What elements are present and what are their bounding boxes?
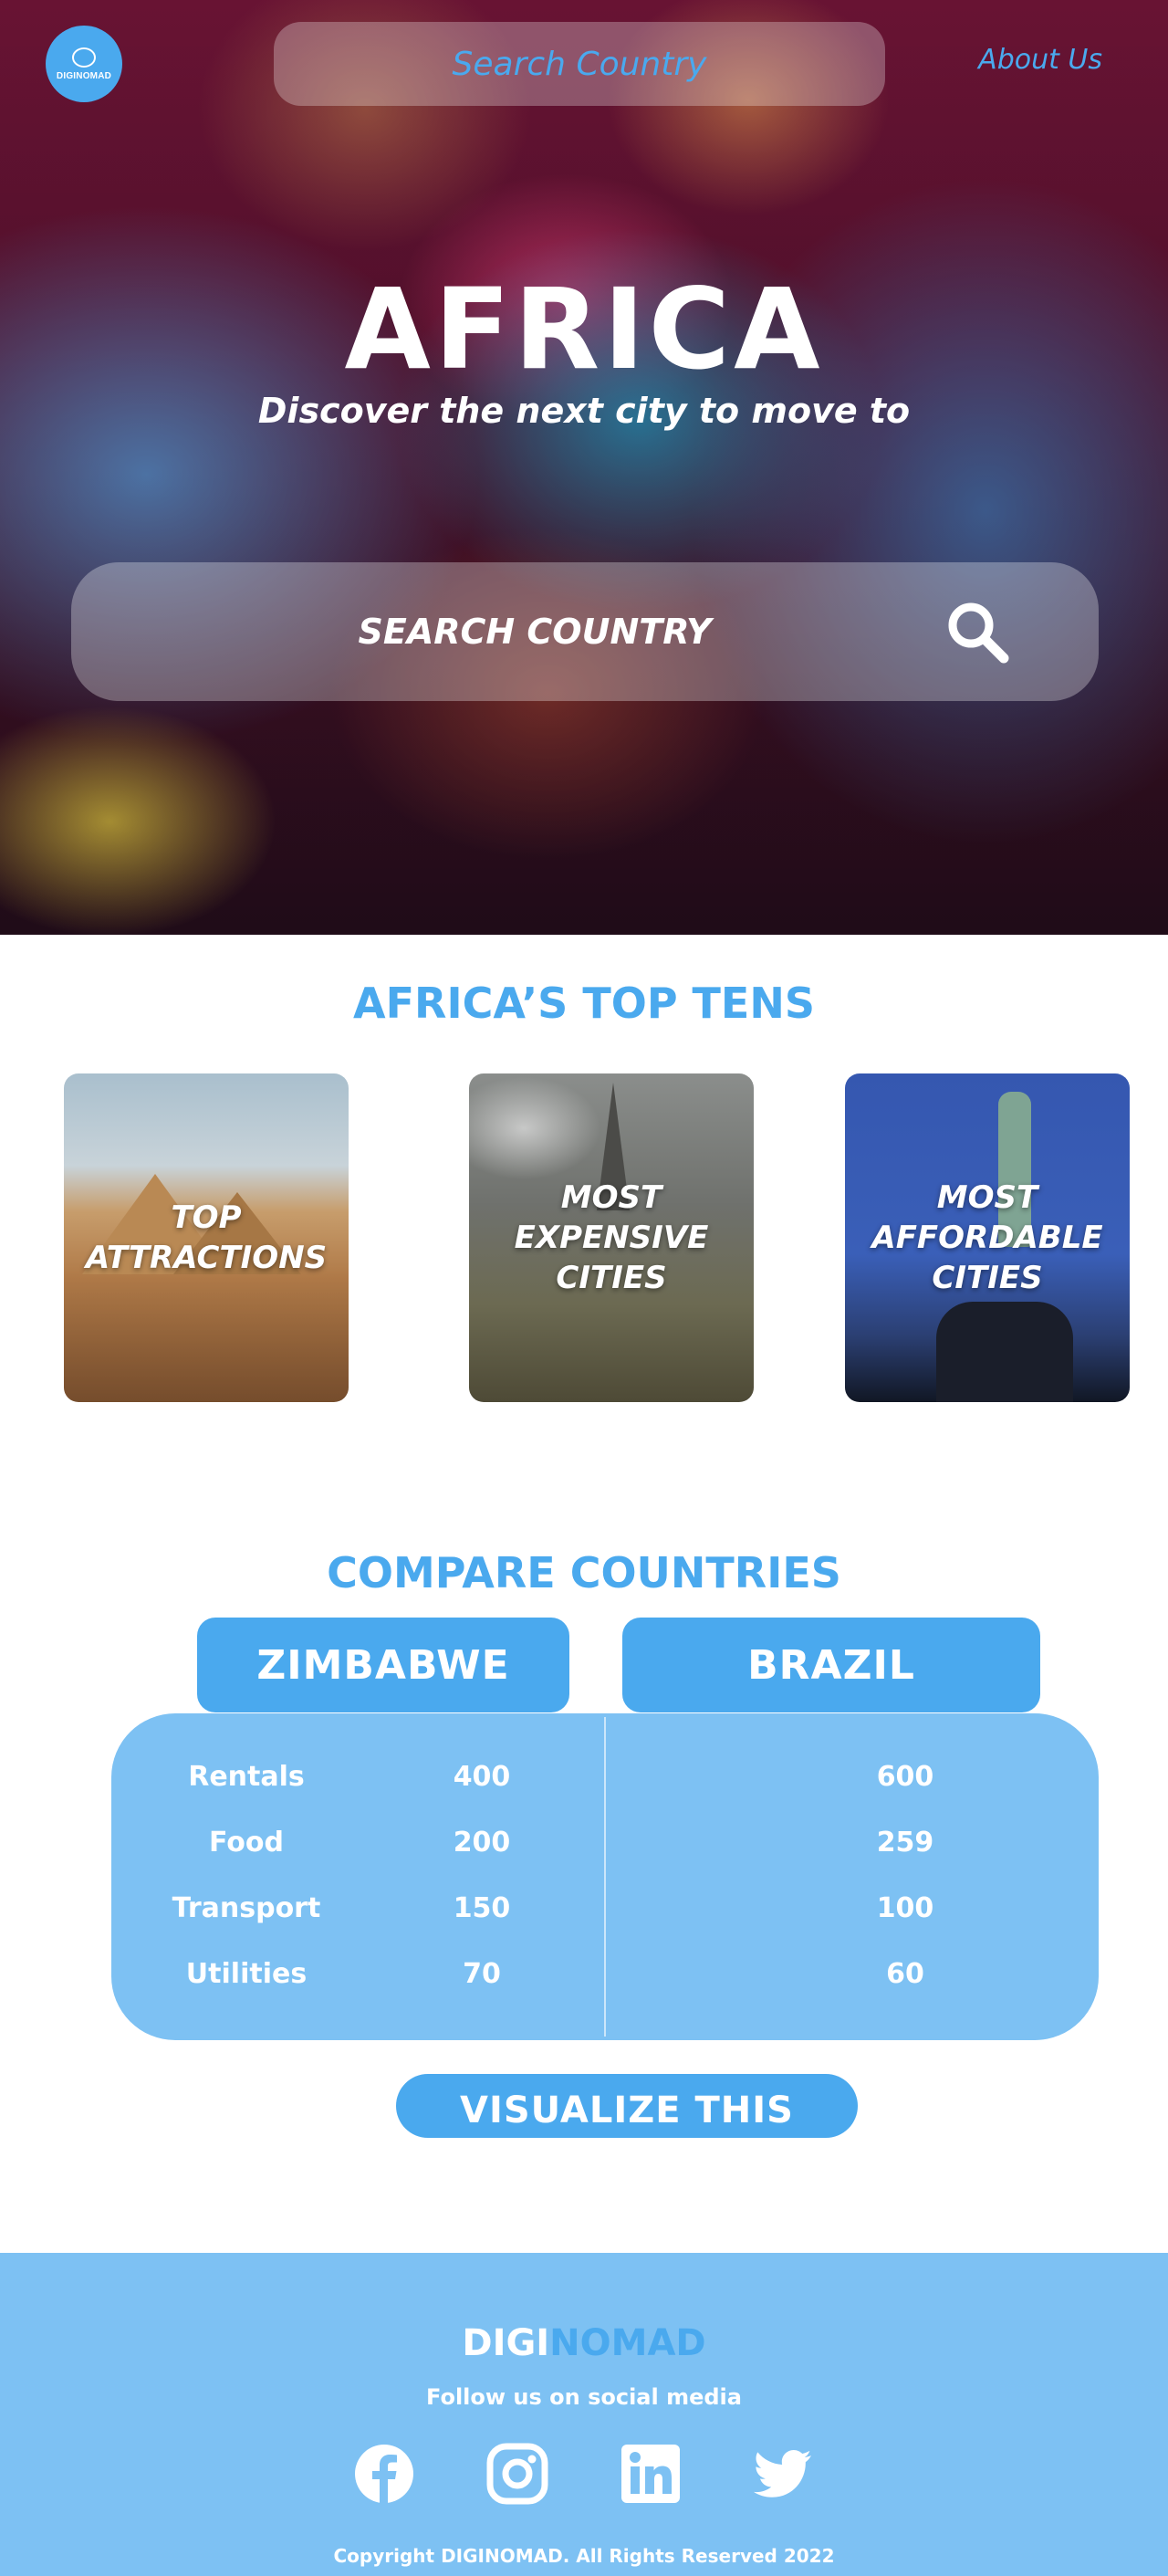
hero-search-bar[interactable]: SEARCH COUNTRY: [71, 562, 1099, 701]
hero-section: DIGINOMAD About Us AFRICA Discover the n…: [0, 0, 1168, 935]
statue-shape: [998, 1092, 1031, 1247]
right-value: 60: [886, 1958, 924, 1990]
right-value: 600: [876, 1761, 934, 1793]
search-icon[interactable]: [944, 598, 1011, 665]
social-links: [0, 2443, 1168, 2505]
left-value: 400: [453, 1761, 511, 1793]
most-affordable-cities-card[interactable]: MOST AFFORDABLE CITIES: [845, 1073, 1130, 1402]
eiffel-tower-shape: [597, 1083, 630, 1210]
left-value: 150: [453, 1892, 511, 1924]
twitter-icon[interactable]: [753, 2443, 815, 2505]
left-value: 70: [463, 1958, 501, 1990]
table-row: Food 200 259: [111, 1827, 1099, 1863]
brand-part-2: NOMAD: [549, 2322, 706, 2364]
brand-part-1: DIGI: [462, 2322, 550, 2364]
right-value: 259: [876, 1827, 934, 1859]
card-label: MOST EXPENSIVE CITIES: [514, 1179, 709, 1296]
linkedin-icon[interactable]: [620, 2443, 682, 2505]
hero-subtitle: Discover the next city to move to: [257, 391, 911, 431]
pyramid-shape: [173, 1192, 301, 1274]
site-logo[interactable]: DIGINOMAD: [46, 26, 122, 102]
globe-icon: [72, 47, 96, 68]
country-select-left[interactable]: ZIMBABWE: [197, 1618, 569, 1712]
compare-title: COMPARE COUNTRIES: [327, 1548, 841, 1597]
footer: DIGINOMAD Follow us on social media: [0, 2253, 1168, 2576]
pedestal-shape: [936, 1302, 1073, 1402]
table-row: Transport 150 100: [111, 1892, 1099, 1929]
row-label: Utilities: [185, 1958, 308, 1990]
instagram-icon[interactable]: [486, 2443, 548, 2505]
top-tens-title: AFRICA’S TOP TENS: [353, 979, 815, 1028]
most-expensive-cities-card[interactable]: MOST EXPENSIVE CITIES: [469, 1073, 754, 1402]
left-value: 200: [453, 1827, 511, 1859]
hero-image-overlay: [0, 0, 1168, 935]
nav-search-input[interactable]: [274, 22, 885, 106]
follow-text: Follow us on social media: [426, 2384, 742, 2410]
about-us-link[interactable]: About Us: [978, 44, 1102, 76]
row-label: Rentals: [188, 1761, 305, 1793]
country-select-right[interactable]: BRAZIL: [622, 1618, 1040, 1712]
table-row: Utilities 70 60: [111, 1958, 1099, 1995]
row-label: Transport: [172, 1892, 321, 1924]
logo-text: DIGINOMAD: [56, 70, 112, 81]
copyright-text: Copyright DIGINOMAD. All Rights Reserved…: [333, 2545, 835, 2567]
visualize-button[interactable]: VISUALIZE THIS: [396, 2074, 858, 2138]
card-label: MOST AFFORDABLE CITIES: [871, 1179, 1103, 1296]
top-attractions-card[interactable]: TOP ATTRACTIONS: [64, 1073, 349, 1402]
row-label: Food: [209, 1827, 284, 1859]
compare-table: Rentals 400 600 Food 200 259 Transport 1…: [111, 1713, 1099, 2040]
footer-brand: DIGINOMAD: [0, 2322, 1168, 2364]
table-row: Rentals 400 600: [111, 1761, 1099, 1797]
table-divider: [604, 1717, 606, 2037]
card-label: TOP ATTRACTIONS: [85, 1199, 328, 1276]
hero-search-label[interactable]: SEARCH COUNTRY: [358, 612, 712, 652]
hero-title: AFRICA: [344, 265, 824, 394]
right-value: 100: [876, 1892, 934, 1924]
facebook-icon[interactable]: [353, 2443, 415, 2505]
